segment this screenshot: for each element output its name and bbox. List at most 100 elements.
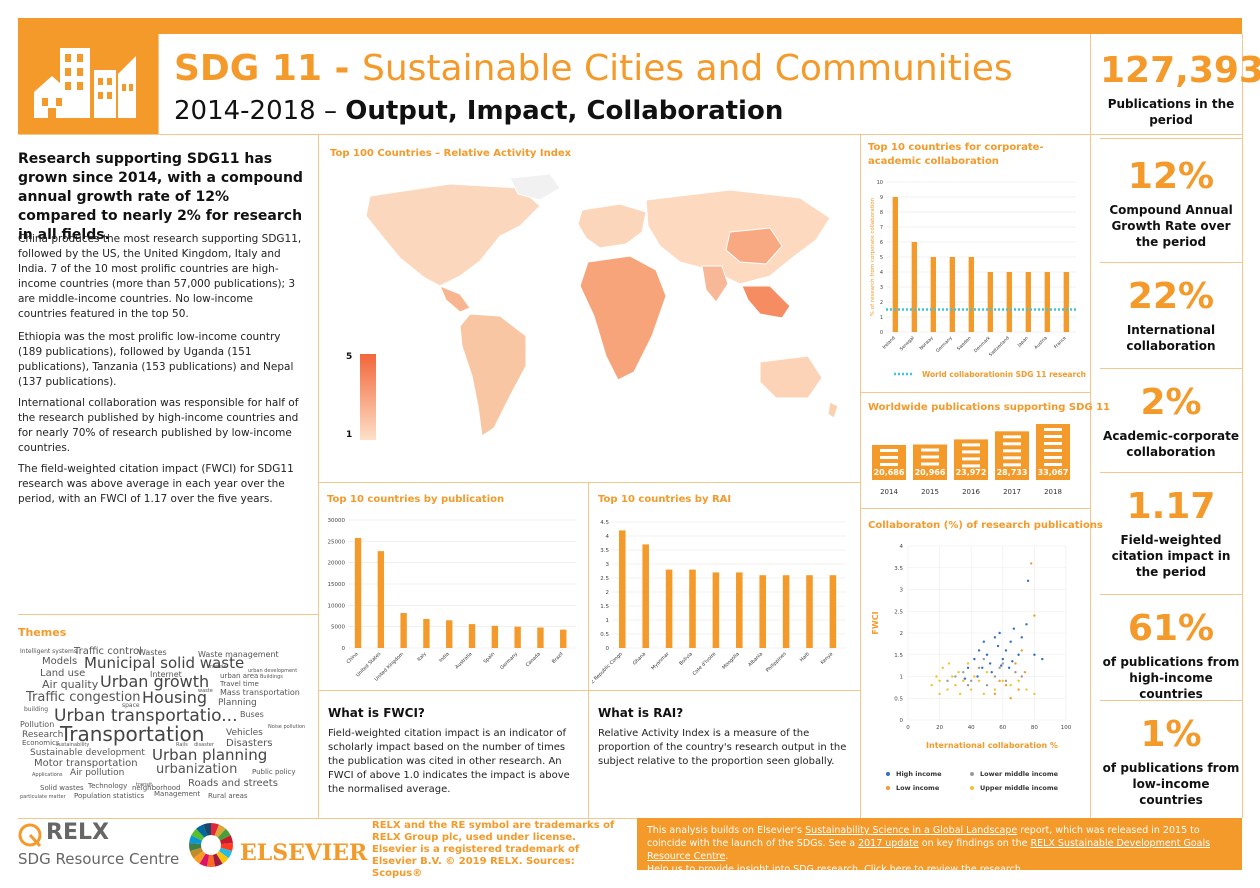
bar [514, 626, 521, 648]
theme-word: Roads and streets [188, 778, 278, 789]
divider [1100, 368, 1242, 369]
data-point [977, 679, 981, 683]
bar [782, 575, 790, 648]
divider [860, 508, 1090, 509]
data-point [1011, 660, 1014, 663]
data-point [1004, 649, 1008, 652]
data-point [935, 675, 938, 678]
data-point [1033, 653, 1036, 656]
bar [759, 575, 766, 648]
legend-label: Lower middle income [980, 770, 1059, 778]
data-point [1033, 692, 1036, 696]
world-choropleth-map: 5 1 [330, 166, 850, 476]
theme-word: Pollution [20, 720, 55, 729]
data-point [954, 684, 957, 687]
x-tick-label: Sweden [956, 335, 973, 352]
data-point [998, 666, 1001, 669]
data-point [1020, 675, 1023, 678]
bar [930, 257, 936, 332]
central-america [439, 285, 471, 313]
theme-word: urbanization [156, 762, 238, 777]
divider [1100, 472, 1242, 473]
intro-paragraph-1: China produces the most research support… [18, 233, 302, 320]
link-2017-update[interactable]: 2017 update [858, 838, 919, 849]
theme-word: Urban planning [152, 746, 268, 764]
theme-word: Mass transportation [220, 688, 300, 697]
y-tick-label: 3.5 [600, 548, 609, 554]
window [880, 455, 898, 459]
bar [1006, 272, 1012, 332]
bar [1063, 272, 1069, 332]
window [962, 464, 980, 468]
y-tick-label: 2 [900, 631, 904, 637]
bar [1044, 272, 1050, 332]
link-sustainability-science[interactable]: Sustainability Science in a Global Lands… [805, 825, 1018, 836]
window [880, 462, 898, 466]
data-point [1033, 614, 1036, 617]
theme-word: Internet [150, 670, 182, 679]
theme-word: Motor transportation [34, 758, 138, 769]
theme-word: transit [136, 782, 153, 788]
window [1003, 442, 1021, 446]
data-point [1004, 684, 1008, 687]
legend-label: Low income [896, 784, 940, 792]
legend-marker [970, 772, 974, 776]
bar [829, 575, 837, 648]
data-point [977, 649, 981, 652]
link-sdg-resource-centre[interactable]: RELX Sustainable Development Goals Resou… [647, 838, 1211, 862]
stat-cagr-label: Compound Annual Growth Rate over the per… [1109, 203, 1233, 249]
europe [577, 203, 647, 249]
y-tick-label: 0.5 [894, 696, 903, 702]
stat-publications-label: Publications in the period [1107, 97, 1235, 127]
value-label: 20,966 [915, 468, 946, 477]
theme-word: urban development [248, 668, 298, 674]
data-point [941, 666, 944, 669]
window [1044, 442, 1062, 445]
publication-chart-title: Top 10 countries by publication [327, 494, 505, 505]
x-tick-label: Italy [416, 651, 428, 663]
x-tick-label: China [346, 651, 360, 665]
page-subtitle: 2014-2018 – Output, Impact, Collaboratio… [174, 96, 784, 126]
data-point [985, 653, 989, 656]
y-tick-label: 5 [880, 255, 883, 261]
theme-word: Traffic control [74, 646, 142, 657]
new-zealand [827, 401, 839, 419]
rai-chart-title: Top 10 countries by RAI [598, 494, 732, 505]
x-tick-label: Canada [525, 651, 542, 668]
link-review-research[interactable]: Click here to review the research. [864, 864, 1024, 875]
data-point [982, 657, 986, 661]
stat-high-income-label: of publications from high-income countri… [1102, 655, 1240, 701]
data-point [996, 644, 1000, 648]
stat-cagr-value: 12% [1127, 156, 1215, 197]
x-tick-label: 2018 [1044, 488, 1062, 496]
x-tick-label: Norway [918, 335, 935, 352]
x-tick-label: Switzerland [988, 335, 1011, 358]
y-tick-label: 1.5 [894, 653, 903, 659]
y-tick-label: 30000 [328, 518, 346, 524]
x-tick-label: Senegal [899, 335, 916, 352]
theme-word: Intelligent systems [20, 648, 77, 655]
data-point [993, 688, 997, 691]
data-point [977, 666, 981, 669]
x-tick-label: Democratic Republic Congo [592, 651, 624, 685]
theme-word: Traffic congestion [26, 690, 141, 705]
corporate-chart-title: Top 10 countries for corporate-academic … [868, 142, 1044, 167]
y-tick-label: 20000 [328, 561, 346, 567]
elsevier-wordmark: ELSEVIER [240, 840, 368, 866]
y-tick-label: 8 [880, 210, 883, 216]
stat-low-income-label: of publications from low-income countrie… [1102, 761, 1240, 807]
x-tick-label: 80 [1031, 725, 1038, 731]
data-point [998, 679, 1001, 683]
y-tick-label: 0 [342, 646, 346, 652]
window [1044, 463, 1062, 466]
data-point [1012, 627, 1016, 630]
theme-word: Air pollution [70, 768, 125, 778]
bar [468, 624, 476, 648]
relx-subtitle: SDG Resource Centre [18, 850, 180, 868]
bar [806, 575, 813, 648]
legend-label: High income [896, 770, 942, 778]
stat-fwci-label: Field-weighted citation impact in the pe… [1111, 533, 1231, 579]
y-tick-label: 4 [880, 270, 883, 276]
data-point [1001, 657, 1004, 661]
x-tick-label: Germany [935, 335, 954, 354]
